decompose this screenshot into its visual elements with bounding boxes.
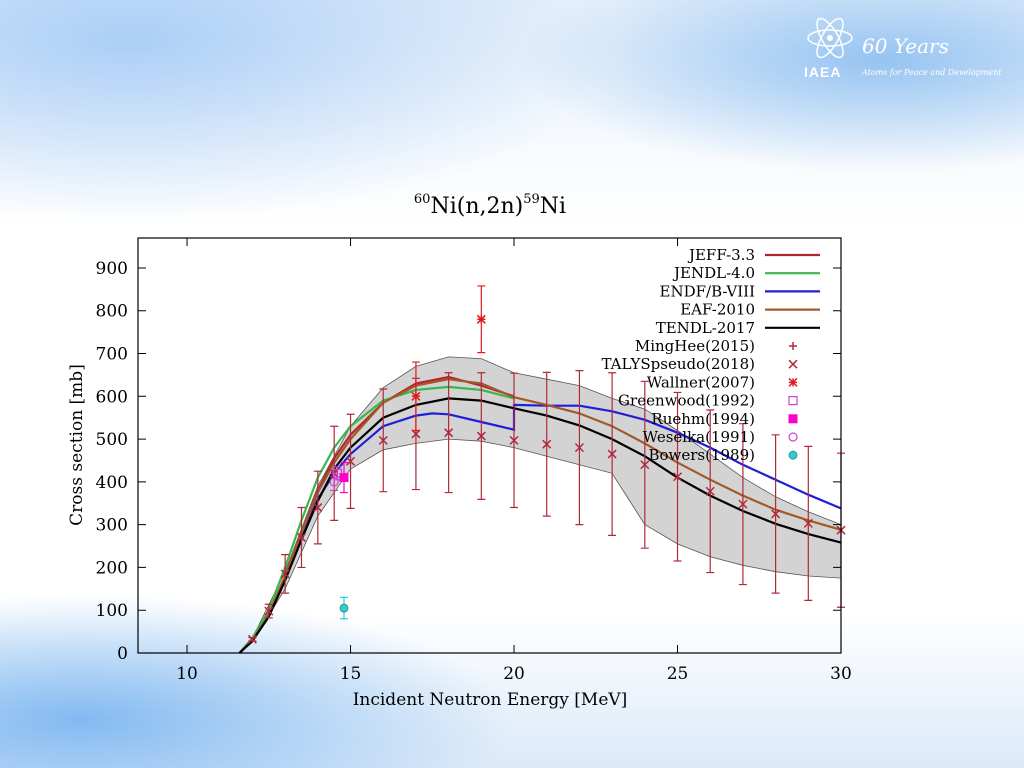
legend-label-talyspseudo-2018-: TALYSpseudo(2018) <box>601 355 755 373</box>
marker-talyspseudo-2018--point-7 <box>378 435 388 445</box>
y-tick-label-700: 700 <box>96 345 128 365</box>
legend-swatch-wallner-2007- <box>788 377 798 387</box>
y-tick-label-600: 600 <box>96 387 128 407</box>
y-axis-label: Cross section [mb] <box>67 364 87 526</box>
y-tick-label-100: 100 <box>96 601 128 621</box>
legend-label-ruehm-1994-: Ruehm(1994) <box>651 410 755 428</box>
marker-talyspseudo-2018--point-6 <box>346 456 356 466</box>
y-tick-label-400: 400 <box>96 473 128 493</box>
title-sup-left: 60 <box>414 192 431 207</box>
marker-talyspseudo-2018--point-14 <box>607 449 617 459</box>
title-sup-mid: 59 <box>523 192 540 207</box>
title-main: Ni(n,2n) <box>430 194 523 219</box>
marker-talyspseudo-2018--point-16 <box>672 472 683 482</box>
marker-talyspseudo-2018--point-11 <box>509 435 519 445</box>
legend-label-weselka-1991-: Weselka(1991) <box>643 428 755 446</box>
marker-talyspseudo-2018--point-4 <box>313 503 323 513</box>
experimental-points <box>247 285 846 644</box>
legend-label-jeff-3-3: JEFF-3.3 <box>687 246 755 264</box>
legend-label-tendl-2017: TENDL-2017 <box>656 319 755 337</box>
legend-swatch-bowers-1989- <box>788 450 798 460</box>
marker-talyspseudo-2018--point-2 <box>280 569 290 579</box>
title-tail: Ni <box>540 194 566 219</box>
x-axis-label: Incident Neutron Energy [MeV] <box>353 690 628 710</box>
marker-talyspseudo-2018--point-19 <box>771 509 781 519</box>
marker-talyspseudo-2018--point-17 <box>705 486 715 496</box>
legend-swatch-minghee-2015- <box>789 342 797 350</box>
marker-bowers-1989--point-0 <box>339 603 349 613</box>
marker-weselka-1991--point-0 <box>329 477 339 487</box>
tagline-text: Atoms for Peace and Development <box>862 68 1002 77</box>
marker-talyspseudo-2018--point-3 <box>296 532 307 543</box>
atom-icon <box>807 17 853 59</box>
marker-wallner-2007--point-1 <box>476 314 486 324</box>
legend: JEFF-3.3JENDL-4.0ENDF/B-VIIIEAF-2010TEND… <box>601 246 820 464</box>
legend-label-eaf-2010: EAF-2010 <box>680 301 755 319</box>
legend-label-wallner-2007-: Wallner(2007) <box>647 373 755 391</box>
plot-frame <box>137 237 842 654</box>
marker-talyspseudo-2018--point-20 <box>803 518 813 528</box>
legend-swatch-ruehm-1994- <box>788 414 798 424</box>
marker-talyspseudo-2018--point-15 <box>640 460 650 470</box>
legend-swatch-weselka-1991- <box>788 432 798 442</box>
marker-talyspseudo-2018--point-8 <box>411 429 421 439</box>
marker-weselka-1991--errorbar-0 <box>330 472 339 492</box>
marker-talyspseudo-2018--point-9 <box>444 428 454 438</box>
legend-swatch-talyspseudo-2018- <box>788 359 798 369</box>
y-tick-label-800: 800 <box>96 302 128 322</box>
y-tick-label-200: 200 <box>96 558 128 578</box>
y-tick-label-900: 900 <box>96 259 128 279</box>
marker-talyspseudo-2018--point-13 <box>574 443 584 453</box>
x-tick-label-20: 20 <box>503 664 525 684</box>
marker-talyspseudo-2018--point-12 <box>542 439 552 449</box>
legend-label-endf-b-viii: ENDF/B-VIII <box>660 282 756 300</box>
y-tick-label-0: 0 <box>117 644 128 664</box>
marker-ruehm-1994--point-0 <box>339 473 349 483</box>
legend-swatch-greenwood-1992- <box>788 396 798 406</box>
y-tick-label-500: 500 <box>96 430 128 450</box>
x-tick-label-15: 15 <box>340 664 362 684</box>
years-text: 60 Years <box>862 34 949 58</box>
x-tick-label-25: 25 <box>667 664 689 684</box>
y-tick-label-300: 300 <box>96 516 128 536</box>
iaea-logo: 60 Years Atoms for Peace and Development… <box>800 14 1010 84</box>
marker-wallner-2007--point-0 <box>411 391 421 401</box>
legend-label-jendl-4-0: JENDL-4.0 <box>672 264 755 282</box>
marker-talyspseudo-2018--point-10 <box>476 431 486 441</box>
chart-title: 60Ni(n,2n)59Ni <box>414 192 566 219</box>
iaea-text: IAEA <box>804 64 842 80</box>
legend-label-greenwood-1992-: Greenwood(1992) <box>618 392 755 410</box>
marker-talyspseudo-2018--point-0 <box>247 634 257 644</box>
legend-label-bowers-1989-: Bowers(1989) <box>648 446 755 464</box>
marker-talyspseudo-2018--point-1 <box>264 606 274 616</box>
x-tick-label-30: 30 <box>830 664 852 684</box>
legend-label-minghee-2015-: MingHee(2015) <box>635 337 755 355</box>
marker-talyspseudo-2018--point-18 <box>738 499 748 509</box>
x-tick-label-10: 10 <box>176 664 198 684</box>
